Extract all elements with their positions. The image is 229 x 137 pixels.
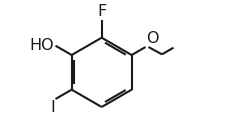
Text: I: I [50, 100, 55, 115]
Text: F: F [97, 4, 106, 19]
Text: HO: HO [29, 38, 54, 53]
Text: O: O [146, 31, 158, 46]
